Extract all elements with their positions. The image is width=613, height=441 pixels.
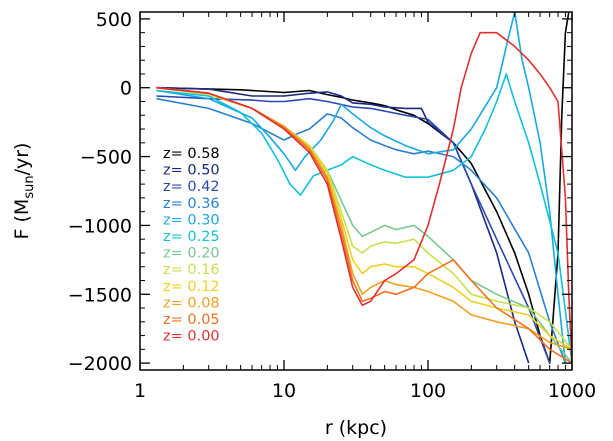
legend-entry-6: z= 0.20 bbox=[163, 246, 220, 262]
legend-entry-4: z= 0.30 bbox=[163, 212, 220, 228]
x-axis-label: r (kpc) bbox=[325, 417, 387, 439]
y-tick-label: −1000 bbox=[68, 215, 132, 237]
legend-entry-8: z= 0.12 bbox=[163, 279, 220, 295]
legend-entry-2: z= 0.42 bbox=[163, 179, 220, 195]
y-tick-label: 500 bbox=[96, 9, 132, 31]
y-axis-label-sub: sun bbox=[22, 175, 37, 198]
series-line-11 bbox=[156, 31, 572, 364]
y-axis-label-main: F (M bbox=[11, 199, 33, 240]
y-axis-label-tail: /yr) bbox=[11, 143, 33, 176]
y-tick-label: −2000 bbox=[68, 353, 132, 375]
series-line-3 bbox=[156, 97, 567, 364]
plot-area bbox=[156, 12, 572, 364]
x-tick-label: 1 bbox=[134, 380, 146, 402]
legend: z= 0.58z= 0.50z= 0.42z= 0.36z= 0.30z= 0.… bbox=[163, 146, 220, 345]
y-tick-label: −1500 bbox=[68, 284, 132, 306]
series-line-9 bbox=[156, 86, 572, 351]
x-tick-label: 100 bbox=[410, 380, 446, 402]
x-tick-label: 10 bbox=[272, 380, 296, 402]
series-line-1 bbox=[156, 86, 530, 364]
legend-entry-9: z= 0.08 bbox=[163, 295, 220, 311]
y-axis: 500 0 −500 −1000 −1500 −2000 bbox=[68, 9, 572, 375]
series-line-5 bbox=[156, 73, 572, 364]
legend-entry-3: z= 0.36 bbox=[163, 196, 220, 212]
plot-frame bbox=[139, 11, 573, 371]
legend-entry-11: z= 0.00 bbox=[163, 329, 220, 345]
legend-entry-0: z= 0.58 bbox=[163, 146, 220, 162]
series-line-4 bbox=[156, 12, 567, 364]
y-axis-label: F (Msun/yr) bbox=[11, 143, 37, 240]
series-line-2 bbox=[156, 95, 551, 364]
y-tick-label: 0 bbox=[120, 78, 132, 100]
y-tick-label: −500 bbox=[80, 147, 132, 169]
legend-entry-7: z= 0.16 bbox=[163, 262, 220, 278]
legend-entry-1: z= 0.50 bbox=[163, 163, 220, 179]
x-axis: 1 10 100 1000 bbox=[134, 12, 596, 402]
x-tick-label: 1000 bbox=[548, 380, 596, 402]
legend-entry-10: z= 0.05 bbox=[163, 312, 220, 328]
series-line-10 bbox=[156, 86, 572, 364]
legend-entry-5: z= 0.25 bbox=[163, 229, 220, 245]
